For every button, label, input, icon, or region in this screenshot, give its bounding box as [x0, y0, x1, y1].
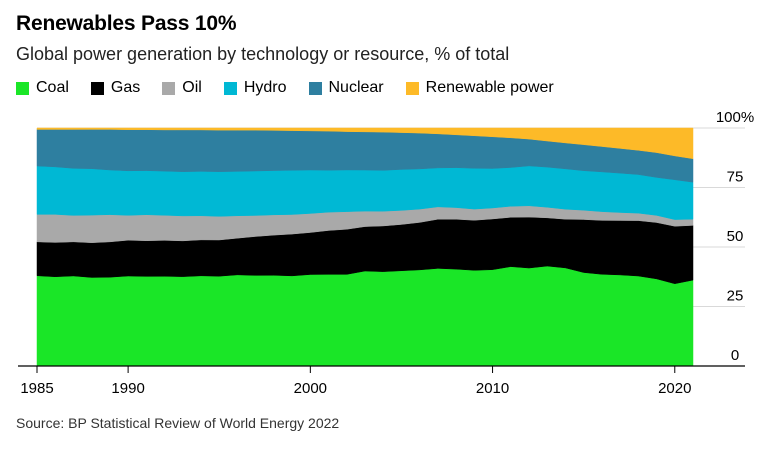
- x-tick-label-1985: 1985: [20, 380, 53, 397]
- y-tick-label-25: 25: [727, 288, 744, 305]
- x-tick-label-2000: 2000: [294, 380, 327, 397]
- chart-title: Renewables Pass 10%: [16, 12, 237, 35]
- y-tick-label-75: 75: [727, 169, 744, 186]
- legend-item-coal: Coal: [16, 79, 69, 97]
- legend-item-nuclear: Nuclear: [308, 79, 384, 97]
- area-series-renewable-power: [36, 127, 694, 160]
- legend-swatch-hydro: [223, 81, 237, 95]
- legend-swatch-renewable: [405, 81, 419, 95]
- area-series-coal: [36, 265, 694, 367]
- legend-item-renewable: Renewable power: [405, 79, 554, 97]
- y-tick-label-0: 0: [731, 347, 739, 364]
- y-tick-label-100: 100%: [716, 109, 754, 126]
- legend-item-gas: Gas: [90, 79, 141, 97]
- legend-label-gas: Gas: [110, 79, 141, 96]
- legend-label-oil: Oil: [182, 79, 202, 96]
- legend-item-oil: Oil: [162, 79, 202, 97]
- legend-swatch-gas: [90, 81, 104, 95]
- legend-label-hydro: Hydro: [243, 79, 287, 96]
- x-tick-label-1990: 1990: [111, 380, 144, 397]
- y-tick-label-50: 50: [727, 228, 744, 245]
- x-tick-label-2010: 2010: [476, 380, 509, 397]
- source-note: Source: BP Statistical Review of World E…: [16, 415, 340, 431]
- x-tick-label-2020: 2020: [658, 380, 691, 397]
- legend-label-coal: Coal: [36, 79, 69, 96]
- legend-label-nuclear: Nuclear: [328, 79, 384, 96]
- legend-item-hydro: Hydro: [223, 79, 287, 97]
- chart-subtitle: Global power generation by technology or…: [16, 44, 510, 64]
- legend-swatch-oil: [162, 81, 176, 95]
- legend-swatch-coal: [16, 81, 29, 95]
- legend-label-renewable: Renewable power: [425, 79, 554, 96]
- legend: Coal Gas Oil Hydro Nuclear Renewable pow…: [16, 79, 576, 97]
- legend-swatch-nuclear: [308, 81, 322, 95]
